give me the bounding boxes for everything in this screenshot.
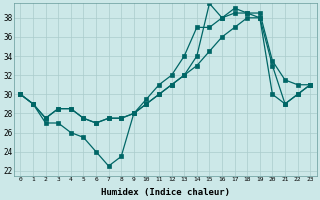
X-axis label: Humidex (Indice chaleur): Humidex (Indice chaleur) — [101, 188, 230, 197]
